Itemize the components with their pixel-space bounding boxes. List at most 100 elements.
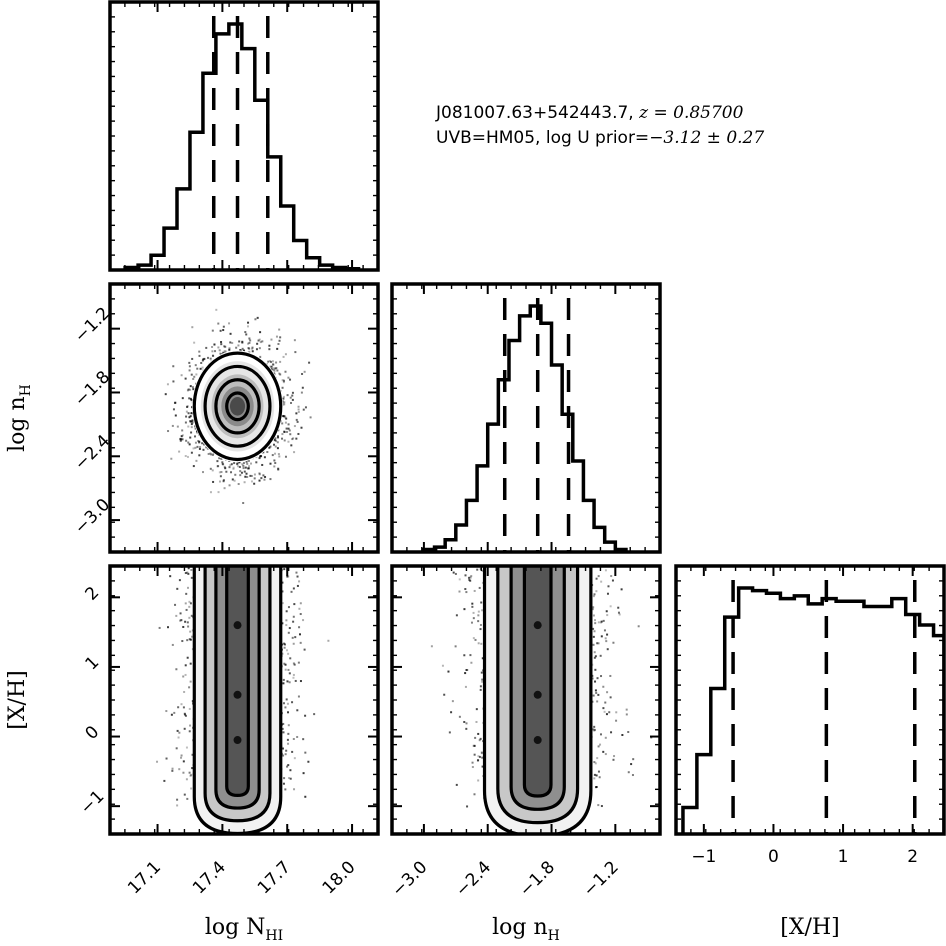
sample-point [189,420,192,423]
sample-point [272,368,275,371]
sample-point [250,480,253,483]
sample-point [172,380,175,383]
sample-point [269,359,272,362]
sample-point [281,652,284,655]
sample-point [253,473,256,476]
sample-point [181,434,184,437]
sample-point [281,727,284,730]
sample-point [282,415,285,418]
sample-point [203,443,206,446]
sample-point [223,487,226,490]
sample-point [241,347,244,350]
sample-point [200,361,203,364]
sample-point [269,360,272,363]
sample-point [297,410,300,413]
sample-point [293,603,296,606]
sample-point [165,710,168,713]
sample-point [283,430,286,433]
sample-point [218,457,221,460]
sample-point [259,355,262,358]
sample-point [296,584,299,587]
sample-point [264,475,267,478]
sample-point [184,421,187,424]
contour-line [203,364,272,448]
sample-point [262,474,265,477]
sample-point [156,760,159,763]
sample-point [281,379,284,382]
sample-point [281,602,284,605]
sample-point [198,454,201,457]
sample-point [199,367,202,370]
sample-point [275,361,278,364]
sample-point [189,385,192,388]
sample-point [170,457,173,460]
sample-point [177,736,180,739]
sample-point [266,451,269,454]
panel-frame-log-NHI [108,0,380,272]
sample-point [245,460,248,463]
sample-point [179,437,182,440]
major-ticks-XH [702,566,914,834]
sample-point [220,343,223,346]
sample-point [291,438,294,441]
sample-point [187,388,190,391]
sample-point [297,405,300,408]
sample-point [256,316,259,319]
sample-point [184,673,187,676]
sample-point [247,347,250,350]
sample-point [273,465,276,468]
minor-ticks-nH-vs-NHI [110,284,378,552]
sample-point [297,432,300,435]
contour-line [214,378,261,435]
sample-point [196,367,199,370]
sample-point [285,430,288,433]
sample-point [236,462,239,465]
sample-point [259,331,262,334]
sample-point [269,445,272,448]
sample-point [274,437,277,440]
sample-point [181,438,184,441]
sample-point [287,427,290,430]
sample-point [188,605,191,608]
sample-point [268,446,271,449]
sample-point [256,342,259,345]
sample-point [201,359,204,362]
sample-point [248,350,251,353]
sample-point [285,749,288,752]
sample-point [247,467,250,470]
sample-point [244,331,247,334]
sample-point [294,636,297,639]
sample-point [192,377,195,380]
sample-point [302,738,305,741]
sample-point [192,465,195,468]
sample-point [267,360,270,363]
sample-point [242,502,245,505]
sample-point [245,472,248,475]
sample-point [301,386,304,389]
sample-point [286,680,289,683]
sample-point [276,369,279,372]
histogram-step [422,304,628,552]
sample-point [222,463,225,466]
sample-point [194,427,197,430]
sample-point [231,341,234,344]
hist-log-nH [422,298,628,552]
sample-point [251,347,254,350]
sample-point [194,441,197,444]
sample-point [276,435,279,438]
sample-point [242,464,245,467]
histogram-step [123,22,361,270]
sample-point [271,363,274,366]
sample-point [307,760,310,763]
sample-point [284,353,287,356]
sample-point [281,422,284,425]
sample-point [223,350,226,353]
sample-point [181,640,184,643]
sample-point [282,682,285,685]
sample-point [283,568,286,571]
sample-point [228,484,231,487]
sample-point [178,450,181,453]
sample-point [233,479,236,482]
sample-point [209,452,212,455]
sample-point [284,455,287,458]
